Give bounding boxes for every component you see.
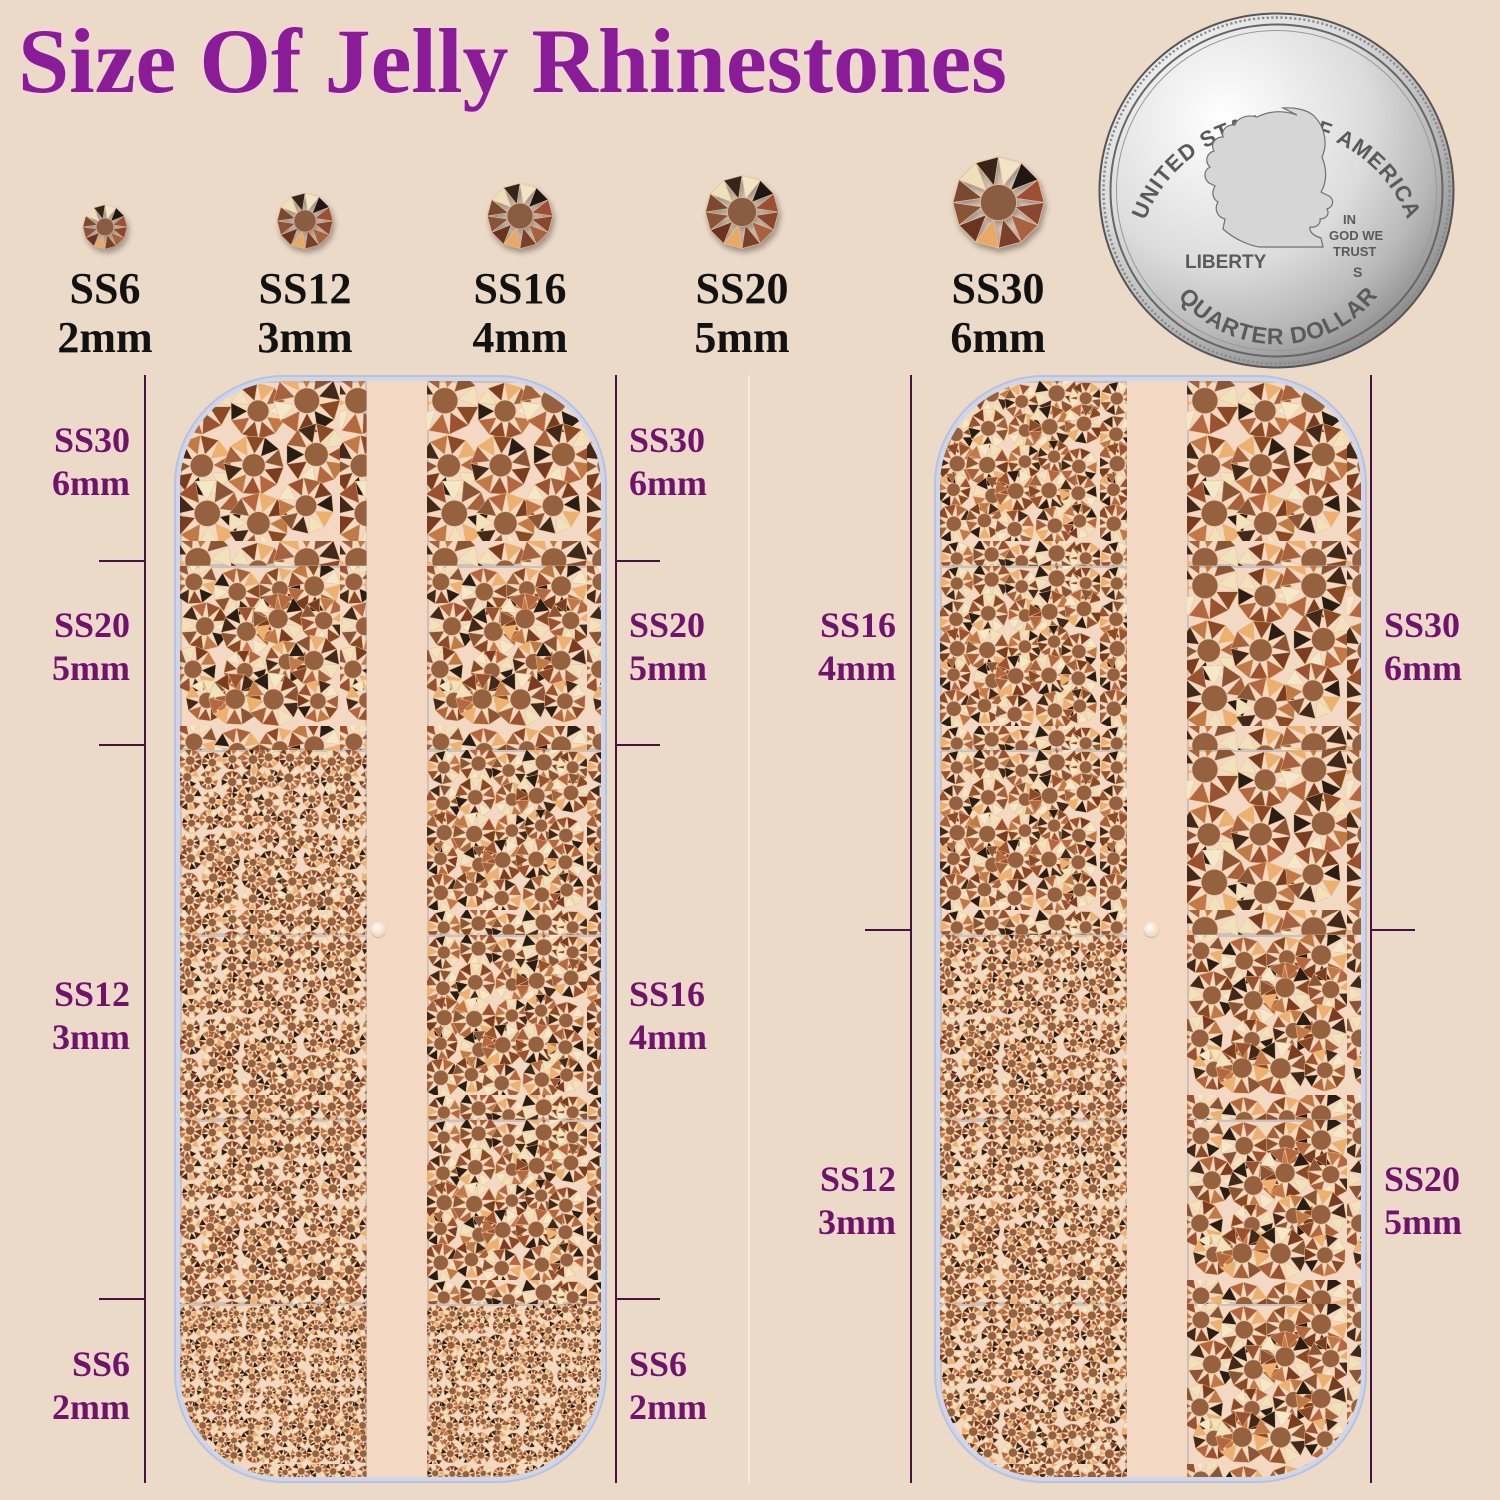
svg-text:TRUST: TRUST	[1333, 244, 1376, 259]
svg-text:IN: IN	[1343, 212, 1356, 227]
svg-text:GOD WE: GOD WE	[1329, 228, 1383, 243]
svg-text:S: S	[1353, 264, 1362, 280]
svg-text:LIBERTY: LIBERTY	[1185, 252, 1267, 273]
